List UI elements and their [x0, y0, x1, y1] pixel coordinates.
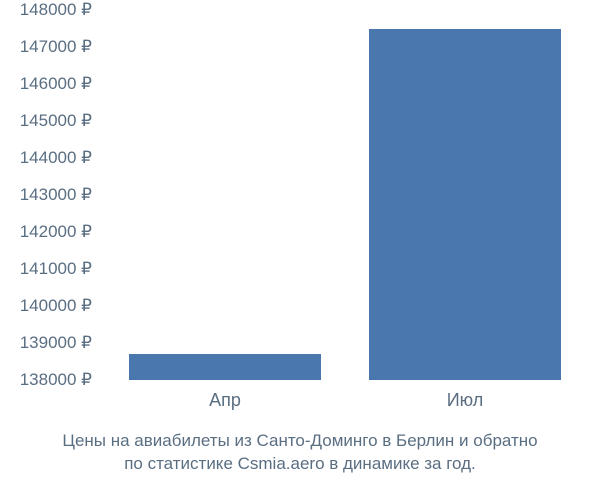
x-tick-label: Апр	[209, 390, 241, 411]
y-tick-label: 141000 ₽	[20, 259, 92, 279]
plot-area	[105, 10, 585, 380]
caption-line-1: Цены на авиабилеты из Санто-Доминго в Бе…	[10, 430, 590, 453]
y-tick-label: 145000 ₽	[20, 111, 92, 131]
y-tick-label: 148000 ₽	[20, 0, 92, 20]
chart-caption: Цены на авиабилеты из Санто-Доминго в Бе…	[0, 430, 600, 476]
bar	[129, 354, 321, 380]
y-tick-label: 147000 ₽	[20, 37, 92, 57]
y-axis: 138000 ₽139000 ₽140000 ₽141000 ₽142000 ₽…	[0, 10, 100, 380]
y-tick-label: 142000 ₽	[20, 222, 92, 242]
caption-line-2: по статистике Csmia.aero в динамике за г…	[10, 453, 590, 476]
y-tick-label: 140000 ₽	[20, 296, 92, 316]
y-tick-label: 139000 ₽	[20, 333, 92, 353]
y-tick-label: 143000 ₽	[20, 185, 92, 205]
x-tick-label: Июл	[447, 390, 484, 411]
price-bar-chart: 138000 ₽ 139000 ₽ 140000 ₽ 141000 ₽ 142000 ₽…	[0, 0, 600, 500]
y-tick-label: 138000 ₽	[20, 370, 92, 390]
bar	[369, 29, 561, 381]
y-tick-label: 144000 ₽	[20, 148, 92, 168]
y-tick-label: 146000 ₽	[20, 74, 92, 94]
x-axis: Апр Июл	[105, 390, 585, 420]
